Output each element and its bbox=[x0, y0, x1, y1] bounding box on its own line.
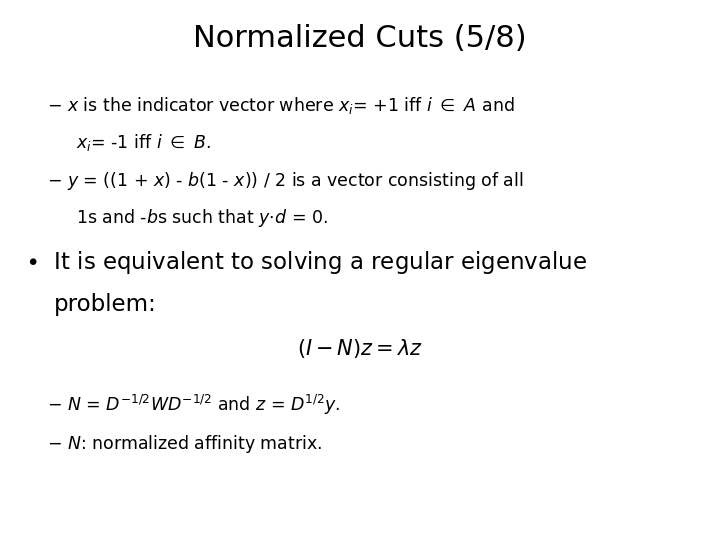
Text: $-$ $x$ is the indicator vector where $x_i$= +1 iff $i$ $\in$ $A$ and: $-$ $x$ is the indicator vector where $x… bbox=[47, 94, 514, 116]
Text: $\bullet$  It is equivalent to solving a regular eigenvalue: $\bullet$ It is equivalent to solving a … bbox=[25, 249, 587, 276]
Text: $-$ $N$ = $D^{-1/2}WD^{-1/2}$ and $z$ = $D^{1/2}y$.: $-$ $N$ = $D^{-1/2}WD^{-1/2}$ and $z$ = … bbox=[47, 393, 340, 417]
Text: 1s and -$b$s such that $y$$\cdot$$d$ = 0.: 1s and -$b$s such that $y$$\cdot$$d$ = 0… bbox=[76, 207, 328, 230]
Text: problem:: problem: bbox=[54, 293, 157, 316]
Text: $x_i$= -1 iff $i$ $\in$ $B$.: $x_i$= -1 iff $i$ $\in$ $B$. bbox=[76, 132, 211, 153]
Text: Normalized Cuts (5/8): Normalized Cuts (5/8) bbox=[193, 24, 527, 53]
Text: $-$ $N$: normalized affinity matrix.: $-$ $N$: normalized affinity matrix. bbox=[47, 433, 322, 455]
Text: $-$ $y$ = ((1 + $x$) - $b$(1 - $x$)) / 2 is a vector consisting of all: $-$ $y$ = ((1 + $x$) - $b$(1 - $x$)) / 2… bbox=[47, 170, 523, 192]
Text: $(\mathit{I} - \mathit{N})z = \lambda z$: $(\mathit{I} - \mathit{N})z = \lambda z$ bbox=[297, 338, 423, 361]
